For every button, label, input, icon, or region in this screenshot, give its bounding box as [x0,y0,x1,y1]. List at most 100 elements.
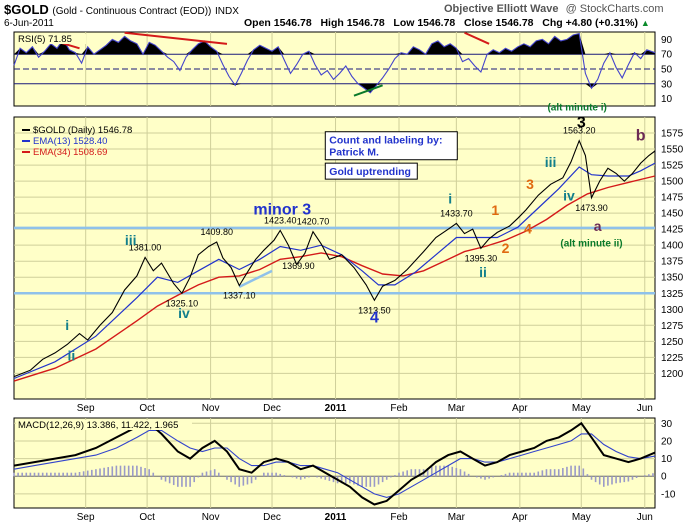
macd-histogram-bar [140,466,142,477]
macd-histogram-bar [213,469,216,477]
macd-histogram-bar [492,476,495,478]
macd-histogram-bar [557,469,560,477]
macd-histogram-bar [152,472,155,477]
trend-line [238,269,273,288]
price-tick-label: 1375 [661,257,684,268]
macd-histogram-bar [172,476,175,486]
macd-x-tick-label: Oct [139,512,155,523]
macd-histogram-bar [598,476,601,485]
macd-histogram-bar [119,465,122,477]
macd-panel [13,417,656,509]
macd-histogram-bar [476,476,478,478]
price-x-tick-label: Dec [263,403,281,414]
macd-histogram-bar [123,465,126,477]
legend-entry: EMA(34) 1508.69 [33,147,107,158]
macd-histogram-bar [201,472,204,477]
macd-histogram-bar [394,475,396,477]
macd-histogram-bar [148,469,150,477]
macd-histogram-bar [50,472,52,477]
macd-histogram-bar [430,466,433,477]
macd-histogram-bar [500,475,503,477]
macd-x-tick-label: Nov [202,512,220,523]
macd-histogram-bar [533,472,535,477]
rsi-tick-label: 70 [661,50,673,61]
macd-histogram-bar [82,471,85,477]
rsi-tick-label: 10 [661,94,673,105]
wave-label: 3 [577,114,586,131]
price-data-label: 1395.30 [465,253,498,263]
macd-histogram-bar [447,465,449,477]
macd-histogram-bar [17,472,19,477]
rsi-title-bg [16,34,86,44]
macd-histogram-bar [70,472,73,477]
macd-histogram-bar [54,472,56,477]
macd-histogram-bar [484,476,486,480]
price-data-label: 1473.90 [575,203,608,213]
macd-histogram-bar [324,476,327,480]
price-line [13,139,656,378]
macd-histogram-bar [537,471,540,477]
macd-x-tick-label: Sep [77,512,95,523]
macd-tick-label: -10 [661,489,676,500]
header-symbol: $GOLD (Gold - Continuous Contract (EOD))… [4,2,239,17]
price-tick-label: 1250 [661,337,684,348]
macd-histogram-bar [541,470,544,477]
macd-histogram-bar [607,476,609,486]
macd-histogram-bar [177,476,179,487]
price-data-label: 1420.70 [297,217,330,227]
price-x-tick-label: Sep [77,403,95,414]
price-data-label: 1563.20 [563,126,596,136]
macd-histogram-bar [619,476,621,483]
rsi-line [13,32,656,94]
macd-histogram-bar [369,476,372,487]
macd-x-tick-label: Dec [263,512,281,523]
macd-histogram-bar [328,476,331,481]
price-tick-label: 1325 [661,289,684,300]
wave-label: 1 [491,202,499,218]
macd-histogram-bar [263,472,265,477]
macd-histogram-bar [283,475,286,477]
macd-histogram-bar [443,465,445,477]
macd-histogram-bar [254,476,257,480]
exchange: INDX [215,6,239,17]
macd-histogram-bar [217,472,220,477]
macd-histogram-bar [582,468,585,477]
macd-line [13,421,656,506]
wave-label: iv [563,187,575,203]
macd-histogram-bar [398,472,400,477]
macd-histogram-bar [414,469,417,477]
macd-histogram-bar [467,473,470,477]
macd-histogram-bar [545,469,548,477]
annotation-box [324,162,418,180]
macd-histogram-bar [308,476,310,478]
price-x-tick-label: Apr [512,403,528,414]
macd-histogram-bar [603,476,605,487]
symbol-description: (Gold - Continuous Contract (EOD)) [52,6,212,17]
macd-histogram-bar [320,476,322,479]
macd-histogram-bar [562,468,564,477]
macd-histogram-bar [574,465,576,477]
price-data-label: 1369.90 [282,261,315,271]
price-data-label: 1433.70 [440,208,473,218]
macd-histogram-bar [238,476,241,487]
price-tick-label: 1500 [661,177,684,188]
macd-histogram-bar [295,476,298,479]
macd-histogram-bar [381,476,384,483]
macd-histogram-bar [623,476,626,483]
macd-histogram-bar [160,476,163,480]
ema34-line [13,175,656,382]
price-tick-label: 1200 [661,369,684,380]
macd-x-tick-label: May [572,512,591,523]
price-tick-label: 1450 [661,209,684,220]
price-data-label: 1325.10 [166,298,199,308]
up-arrow-icon: ▲ [640,18,650,28]
macd-histogram-bar [41,472,44,477]
wave-label: (alt minute ii) [560,238,622,249]
macd-histogram-bar [512,472,515,477]
macd-histogram-bar [525,472,527,477]
macd-histogram-bar [365,476,368,487]
macd-histogram-bar [131,465,134,477]
macd-histogram-bar [267,472,269,477]
